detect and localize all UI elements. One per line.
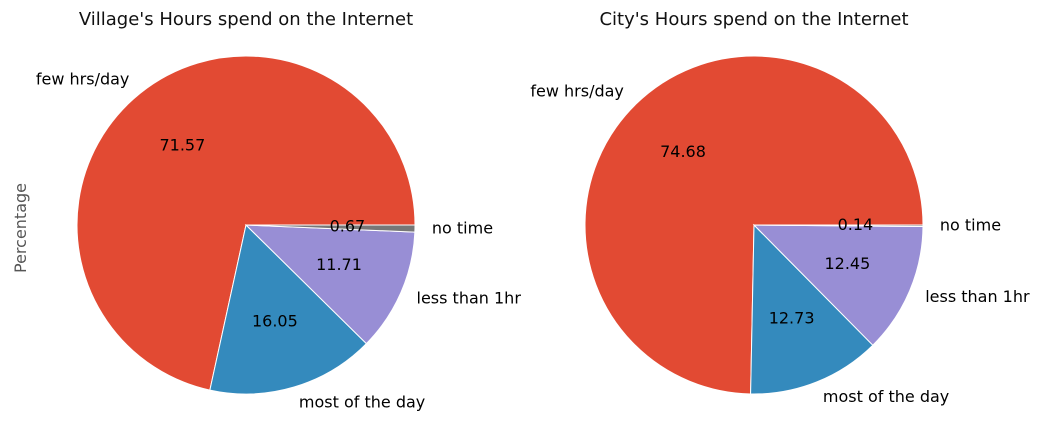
city-slice-most-of-the-day: [750, 223, 874, 395]
city-label-few-hrs-day: few hrs/day: [530, 82, 624, 101]
village-slice-few-hrs-day: [76, 55, 416, 391]
city-label-no-time: no time: [940, 215, 1001, 234]
city-label-less-than-1hr: less than 1hr: [925, 287, 1030, 306]
city-label-most-of-the-day: most of the day: [823, 387, 949, 406]
village-value-few-hrs-day: 71.57: [159, 136, 205, 155]
city-chart-title: City's Hours spend on the Internet: [599, 9, 908, 30]
village-y-axis-label: Percentage: [11, 183, 30, 273]
city-value-few-hrs-day: 74.68: [660, 142, 706, 161]
village-slices: [76, 55, 416, 395]
city-value-no-time: 0.14: [838, 215, 874, 234]
village-chart-title: Village's Hours spend on the Internet: [79, 9, 413, 30]
village-slice-less-than-1hr: [244, 224, 416, 345]
city-pie-chart: City's Hours spend on the Internet few h…: [530, 9, 1030, 406]
village-slice-most-of-the-day: [209, 224, 368, 395]
village-label-less-than-1hr: less than 1hr: [417, 289, 522, 308]
city-value-most-of-the-day: 12.73: [769, 309, 815, 328]
village-pie-chart: Village's Hours spend on the Internet Pe…: [11, 9, 521, 412]
village-value-most-of-the-day: 16.05: [252, 312, 298, 331]
city-slice-less-than-1hr: [752, 224, 924, 346]
village-label-few-hrs-day: few hrs/day: [36, 70, 130, 89]
village-labels: few hrs/day 71.57 most of the day 16.05 less…: [36, 70, 521, 412]
city-slices: [584, 55, 924, 395]
city-labels: few hrs/day 74.68 most of the day 12.73 less…: [530, 82, 1030, 407]
village-value-less-than-1hr: 11.71: [316, 255, 362, 274]
village-value-no-time: 0.67: [330, 217, 366, 236]
village-label-no-time: no time: [432, 218, 493, 237]
city-slice-no-time: [753, 224, 924, 227]
village-label-most-of-the-day: most of the day: [299, 393, 425, 412]
village-slice-no-time: [245, 224, 416, 233]
city-value-less-than-1hr: 12.45: [824, 254, 870, 273]
